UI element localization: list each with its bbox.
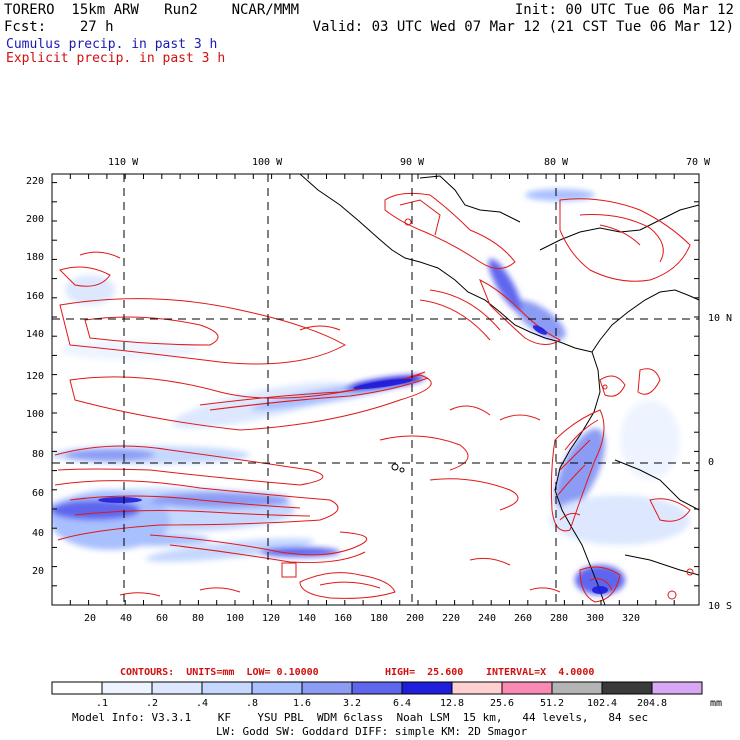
y-tick: 20	[32, 566, 45, 577]
explicit-contours	[54, 192, 694, 603]
axis-ticks	[51, 174, 699, 606]
colorbar-swatch	[651, 681, 703, 695]
y-tick: 160	[26, 291, 45, 302]
colorbar-swatch	[151, 681, 203, 695]
colorbar-swatch	[51, 681, 103, 695]
lon-label-100w: 100 W	[252, 157, 283, 168]
contour-info: CONTOURS: UNITS=mm LOW= 0.10000	[120, 667, 319, 678]
colorbar-swatch	[201, 681, 253, 695]
y-tick: 180	[26, 252, 45, 263]
x-tick: 240	[478, 613, 497, 624]
colorbar-label: 3.2	[342, 698, 362, 709]
y-tick: 140	[26, 329, 45, 340]
colorbar-swatch	[451, 681, 503, 695]
x-tick: 120	[262, 613, 281, 624]
colorbar-swatch	[401, 681, 453, 695]
colorbar-swatch	[351, 681, 403, 695]
y-tick: 220	[26, 176, 45, 187]
colorbar-swatch	[501, 681, 553, 695]
colorbar-label: 102.4	[586, 698, 618, 709]
contour-high: HIGH= 25.600	[385, 667, 464, 678]
colorbar-label: .1	[95, 698, 109, 709]
y-tick: 100	[26, 409, 45, 420]
colorbar-swatch	[101, 681, 153, 695]
x-tick: 40	[120, 613, 133, 624]
run-title: TORERO 15km ARW Run2 NCAR/MMM	[4, 2, 300, 18]
heavy-precip-cores	[98, 325, 608, 594]
colorbar-swatch	[301, 681, 353, 695]
colorbar-label: 12.8	[439, 698, 465, 709]
x-tick: 300	[586, 613, 605, 624]
legend-explicit: Explicit precip. in past 3 h	[6, 51, 226, 66]
x-tick: 160	[334, 613, 353, 624]
colorbar-label: .2	[145, 698, 159, 709]
map-frame	[51, 173, 700, 606]
colorbar-label: 204.8	[636, 698, 668, 709]
x-tick: 220	[442, 613, 461, 624]
x-tick: 180	[370, 613, 389, 624]
x-tick: 280	[550, 613, 569, 624]
contour-interval: INTERVAL=X 4.0000	[486, 667, 595, 678]
colorbar-label: 25.6	[489, 698, 515, 709]
forecast-hour: Fcst: 27 h	[4, 19, 114, 35]
lat-label-0: 0	[708, 457, 715, 468]
model-info-line1: Model Info: V3.3.1 KF YSU PBL WDM 6class…	[72, 711, 649, 724]
x-tick: 200	[406, 613, 425, 624]
lat-label-10n: 10 N	[708, 313, 733, 324]
x-tick: 80	[192, 613, 205, 624]
colorbar-swatch	[551, 681, 603, 695]
y-tick: 120	[26, 371, 45, 382]
x-tick: 320	[622, 613, 641, 624]
y-tick: 40	[32, 528, 45, 539]
colorbar-swatch	[251, 681, 303, 695]
y-tick: 200	[26, 214, 45, 225]
coastlines	[299, 174, 699, 605]
graticule	[52, 174, 699, 605]
x-tick: 140	[298, 613, 317, 624]
precip-shading	[52, 189, 690, 595]
x-tick: 100	[226, 613, 245, 624]
lon-label-70w: 70 W	[686, 157, 711, 168]
model-info-line2: LW: Godd SW: Goddard DIFF: simple KM: 2D…	[216, 725, 528, 738]
colorbar-label: 6.4	[392, 698, 412, 709]
lon-label-80w: 80 W	[544, 157, 569, 168]
lon-label-110w: 110 W	[108, 157, 139, 168]
init-time: Init: 00 UTC Tue 06 Mar 12	[514, 2, 734, 18]
x-tick: 20	[84, 613, 97, 624]
valid-time: Valid: 03 UTC Wed 07 Mar 12 (21 CST Tue …	[312, 19, 734, 35]
x-tick: 260	[514, 613, 533, 624]
colorbar	[51, 681, 703, 695]
colorbar-unit: mm	[710, 698, 723, 709]
colorbar-label: 1.6	[292, 698, 312, 709]
colorbar-label: 51.2	[539, 698, 565, 709]
y-tick: 80	[32, 449, 45, 460]
x-tick: 60	[156, 613, 169, 624]
lon-label-90w: 90 W	[400, 157, 425, 168]
map-body	[52, 174, 699, 605]
lat-label-10s: 10 S	[708, 601, 733, 612]
colorbar-label: .4	[195, 698, 209, 709]
legend-cumulus: Cumulus precip. in past 3 h	[6, 37, 218, 52]
colorbar-label: .8	[245, 698, 259, 709]
y-tick: 60	[32, 488, 45, 499]
colorbar-swatch	[601, 681, 653, 695]
